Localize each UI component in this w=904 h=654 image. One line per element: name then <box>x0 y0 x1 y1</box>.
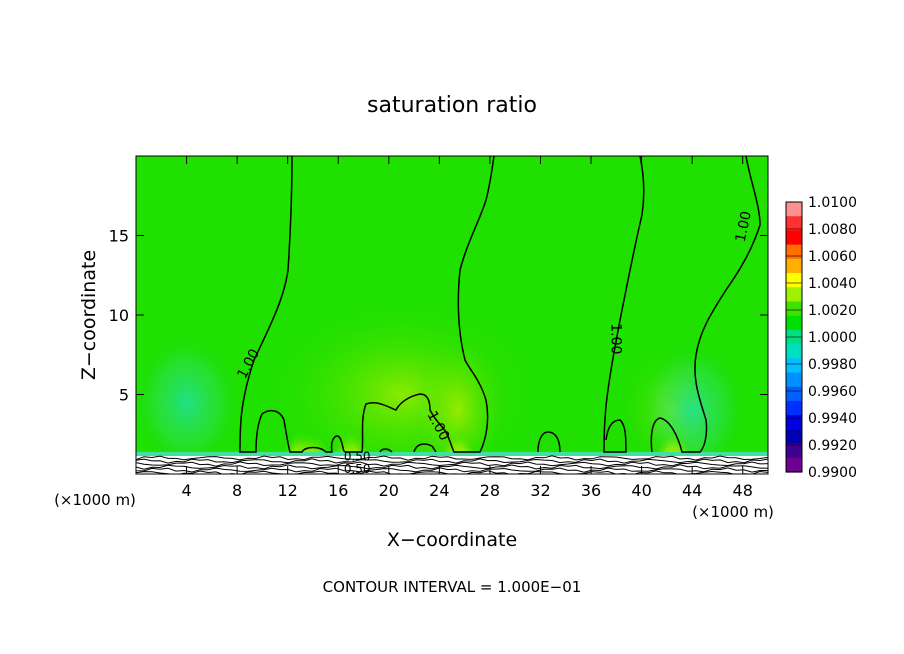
colorbar-label: 1.0040 <box>808 276 857 292</box>
colorbar-label: 1.0060 <box>808 249 857 265</box>
x-tick-label: 40 <box>631 481 651 500</box>
x-tick-label: 48 <box>733 481 753 500</box>
colorbar-label: 1.0020 <box>808 303 857 319</box>
x-axis-label: X−coordinate <box>387 529 517 551</box>
y-tick-label: 5 <box>119 386 129 405</box>
contour-line-b <box>603 156 645 453</box>
colorbar-label: 1.0080 <box>808 222 857 238</box>
colorbar-swatch <box>786 372 802 388</box>
contour-label: 0.50 <box>344 462 371 476</box>
x-unit-label-left: (×1000 m) <box>54 491 136 509</box>
colorbar-swatch <box>786 457 802 473</box>
contour-label: 1.00 <box>607 323 623 354</box>
colorbar-swatch <box>786 273 802 288</box>
colorbar-swatch <box>786 230 802 246</box>
x-tick-label: 28 <box>480 481 500 500</box>
y-tick-label: 15 <box>109 227 129 246</box>
colorbar-swatch <box>786 258 802 274</box>
colorbar-swatch <box>786 415 802 430</box>
x-tick-label: 24 <box>429 481 449 500</box>
x-tick-label: 8 <box>232 481 242 500</box>
contour-label: 1.00 <box>733 210 755 244</box>
x-tick-label: 16 <box>328 481 348 500</box>
surface-contour-line <box>136 467 768 473</box>
contour-line-e <box>413 443 437 453</box>
contour-line-f <box>379 448 393 453</box>
surface-layer <box>136 456 768 474</box>
colorbar-label: 0.9920 <box>808 438 857 454</box>
cool-spot <box>136 332 242 473</box>
colorbar-label: 1.0000 <box>808 330 857 346</box>
colorbar-swatch <box>786 202 802 217</box>
chart-title: saturation ratio <box>367 93 537 118</box>
colorbar-swatch <box>786 287 802 303</box>
colorbar-swatch <box>786 429 802 445</box>
y-tick-label: 10 <box>109 306 129 325</box>
colorbar-swatch <box>786 344 802 359</box>
colorbar-label: 0.9980 <box>808 357 857 373</box>
colorbar-swatch <box>786 301 802 317</box>
colorbar-swatch <box>786 244 802 260</box>
x-tick-label: 20 <box>379 481 399 500</box>
contour-line-a <box>239 156 495 453</box>
contour-interval-note: CONTOUR INTERVAL = 1.000E−01 <box>323 578 582 596</box>
warm-region <box>413 340 504 474</box>
x-tick-label: 44 <box>682 481 702 500</box>
x-tick-label: 36 <box>581 481 601 500</box>
surface-contour-line <box>136 458 768 464</box>
colorbar-label: 1.0100 <box>808 195 857 211</box>
surface-contour-line <box>136 461 768 467</box>
surface-contour-line <box>136 455 768 461</box>
y-axis-label: Z−coordinate <box>78 250 100 380</box>
plot-field: 1.001.001.001.000.500.50 <box>136 156 768 476</box>
x-unit-label-right: (×1000 m) <box>692 503 774 521</box>
contour-line-d <box>537 431 561 453</box>
colorbar-swatch <box>786 358 802 374</box>
colorbar-swatch <box>786 216 802 232</box>
contour-label: 0.50 <box>344 449 371 463</box>
colorbar-label: 0.9900 <box>808 465 857 481</box>
y-axis: 5 10 15 <box>109 227 768 405</box>
x-tick-label: 12 <box>278 481 298 500</box>
colorbar-label: 0.9960 <box>808 384 857 400</box>
colorbar-swatch <box>786 400 802 416</box>
contour-lines <box>239 156 761 453</box>
colorbar-swatch <box>786 443 802 459</box>
x-tick-label: 4 <box>181 481 191 500</box>
colorbar-label: 0.9940 <box>808 411 857 427</box>
surface-contour-line <box>136 464 768 470</box>
x-axis: 4 8 12 16 20 24 28 32 36 40 44 48 <box>181 156 753 500</box>
x-tick-label: 32 <box>530 481 550 500</box>
colorbar-swatch <box>786 386 802 402</box>
colorbar-swatch <box>786 315 802 331</box>
colorbar: 1.0100 1.0080 1.0060 1.0040 1.0020 1.0000 0.99… <box>785 195 857 481</box>
contour-line-c <box>650 156 761 453</box>
